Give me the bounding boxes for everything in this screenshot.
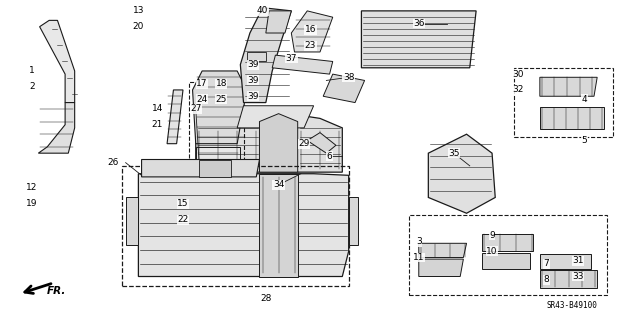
Circle shape [248, 90, 261, 96]
Text: 24: 24 [196, 95, 208, 104]
Polygon shape [266, 11, 291, 33]
Text: 28: 28 [260, 294, 271, 303]
Text: 39: 39 [247, 60, 259, 69]
Text: 26: 26 [108, 158, 118, 167]
Text: 3: 3 [416, 237, 422, 246]
Text: 14: 14 [152, 104, 163, 113]
Text: 4: 4 [582, 95, 588, 104]
Polygon shape [291, 11, 333, 52]
Text: 39: 39 [247, 92, 259, 101]
Polygon shape [141, 160, 259, 177]
Text: SR43-B49100: SR43-B49100 [547, 301, 597, 310]
Polygon shape [196, 112, 342, 172]
Polygon shape [307, 133, 336, 153]
Polygon shape [483, 234, 534, 251]
Polygon shape [259, 174, 298, 277]
Text: FR.: FR. [47, 286, 67, 296]
Polygon shape [540, 254, 591, 269]
Polygon shape [259, 114, 298, 172]
Text: 5: 5 [582, 136, 588, 145]
Circle shape [248, 74, 261, 80]
Text: 2: 2 [29, 82, 35, 91]
Text: 38: 38 [343, 73, 355, 82]
Polygon shape [540, 270, 597, 287]
Polygon shape [125, 197, 138, 245]
Text: 27: 27 [190, 104, 202, 113]
Text: 39: 39 [247, 76, 259, 85]
Text: 18: 18 [216, 79, 227, 88]
Text: 35: 35 [448, 149, 460, 158]
Text: 8: 8 [543, 275, 549, 284]
Text: 32: 32 [512, 85, 524, 94]
Text: 33: 33 [572, 272, 584, 281]
Text: 34: 34 [273, 180, 284, 189]
Polygon shape [419, 243, 467, 257]
Bar [122, 166, 349, 286]
Polygon shape [428, 134, 495, 213]
Text: 15: 15 [177, 199, 189, 208]
Text: 10: 10 [486, 247, 498, 256]
Text: 37: 37 [285, 54, 297, 63]
Text: 36: 36 [413, 19, 424, 28]
Polygon shape [540, 107, 604, 130]
Text: 7: 7 [543, 259, 549, 268]
Polygon shape [241, 8, 291, 103]
Bar [189, 82, 244, 224]
Polygon shape [193, 71, 246, 144]
Text: 16: 16 [305, 25, 316, 34]
Ellipse shape [376, 28, 392, 47]
Text: 12: 12 [26, 183, 38, 192]
Text: 17: 17 [196, 79, 208, 88]
Polygon shape [246, 52, 266, 62]
Text: 29: 29 [298, 139, 310, 148]
Text: 9: 9 [489, 231, 495, 240]
Text: 1: 1 [29, 66, 35, 76]
Text: 30: 30 [512, 70, 524, 78]
Polygon shape [40, 20, 75, 103]
Text: 20: 20 [132, 22, 144, 31]
Polygon shape [196, 147, 241, 219]
Polygon shape [540, 77, 597, 96]
Text: 21: 21 [152, 120, 163, 129]
Polygon shape [349, 197, 358, 245]
Polygon shape [272, 55, 333, 74]
Ellipse shape [427, 28, 443, 47]
Polygon shape [138, 174, 349, 277]
Polygon shape [167, 90, 183, 144]
Bar [515, 68, 613, 137]
Circle shape [248, 55, 261, 62]
Text: 11: 11 [413, 253, 424, 262]
Text: 6: 6 [326, 152, 332, 161]
Polygon shape [199, 160, 231, 177]
Text: 13: 13 [132, 6, 144, 15]
Polygon shape [38, 103, 75, 153]
Polygon shape [323, 74, 365, 103]
Bar [409, 215, 607, 295]
Text: 19: 19 [26, 199, 38, 208]
Polygon shape [237, 106, 314, 128]
Text: 23: 23 [305, 41, 316, 50]
Polygon shape [362, 11, 476, 68]
Polygon shape [419, 259, 463, 277]
Polygon shape [483, 253, 531, 269]
Text: 31: 31 [572, 256, 584, 265]
Text: 22: 22 [177, 215, 189, 224]
Text: 40: 40 [257, 6, 268, 15]
Text: 25: 25 [216, 95, 227, 104]
